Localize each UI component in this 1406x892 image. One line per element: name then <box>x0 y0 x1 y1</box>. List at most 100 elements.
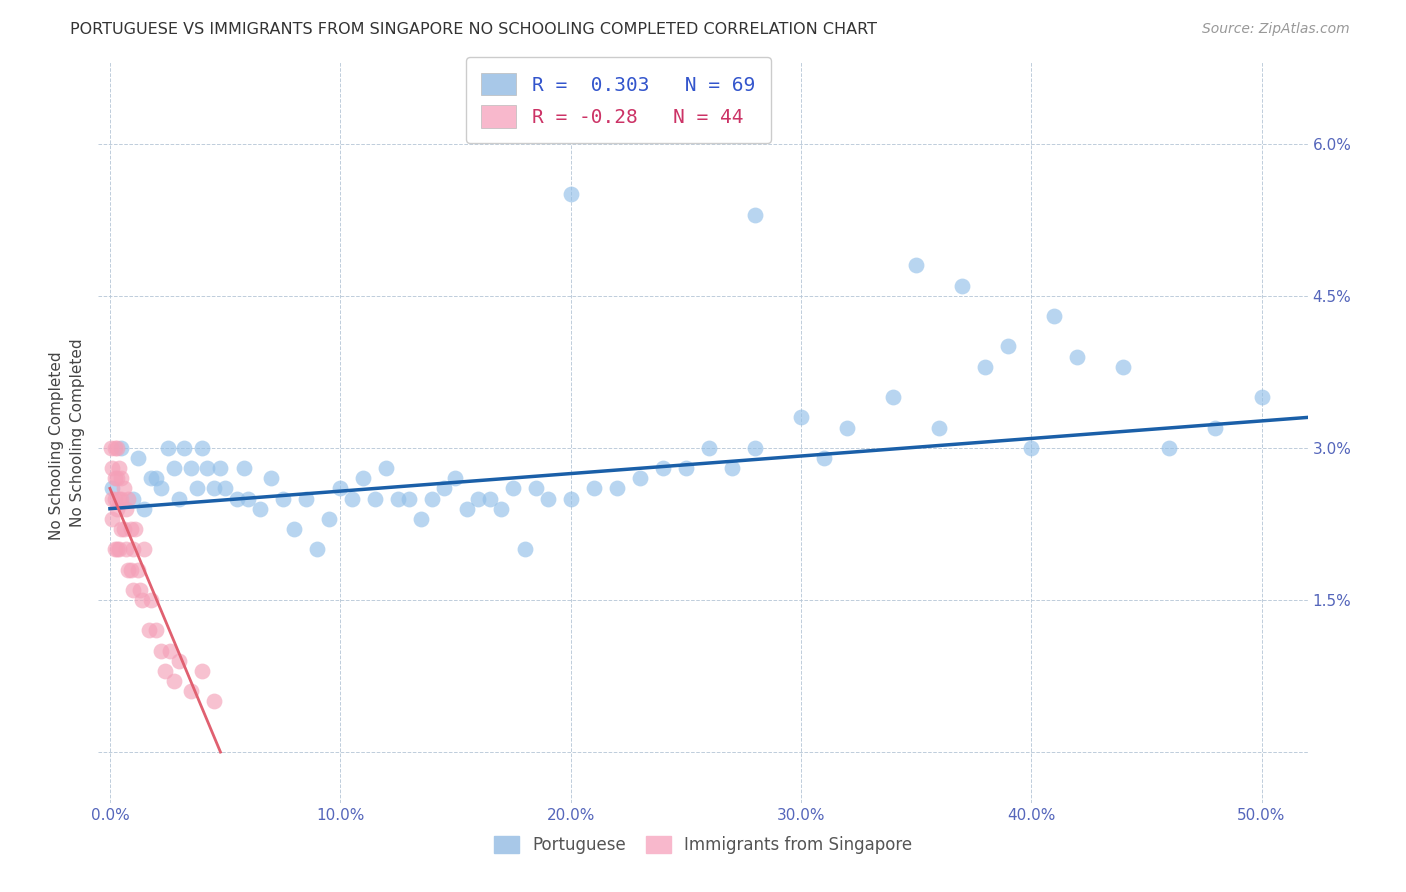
Y-axis label: No Schooling Completed: No Schooling Completed <box>69 338 84 527</box>
Point <box>387 491 409 506</box>
Point <box>249 501 271 516</box>
Point <box>409 512 432 526</box>
Point <box>209 461 232 475</box>
Point <box>744 441 766 455</box>
Point <box>307 542 329 557</box>
Point <box>582 482 605 496</box>
Point <box>149 482 172 496</box>
Point <box>1159 441 1181 455</box>
Point <box>720 461 742 475</box>
Text: Source: ZipAtlas.com: Source: ZipAtlas.com <box>1202 22 1350 37</box>
Point <box>115 542 138 557</box>
Point <box>974 359 997 374</box>
Point <box>110 522 132 536</box>
Point <box>997 339 1019 353</box>
Point <box>141 471 163 485</box>
Point <box>149 643 172 657</box>
Point <box>110 441 132 455</box>
Point <box>101 482 124 496</box>
Point <box>101 512 124 526</box>
Point <box>790 410 813 425</box>
Point <box>134 542 156 557</box>
Point <box>112 522 135 536</box>
Point <box>1112 359 1135 374</box>
Point <box>112 482 135 496</box>
Point <box>905 258 928 272</box>
Point <box>340 491 363 506</box>
Point <box>1250 390 1272 404</box>
Point <box>173 441 195 455</box>
Point <box>835 420 858 434</box>
Point <box>318 512 340 526</box>
Point <box>651 461 673 475</box>
Point <box>294 491 316 506</box>
Point <box>606 482 628 496</box>
Point <box>236 491 259 506</box>
Point <box>1204 420 1226 434</box>
Point <box>697 441 720 455</box>
Point <box>232 461 254 475</box>
Point <box>467 491 489 506</box>
Point <box>103 491 125 506</box>
Point <box>117 491 139 506</box>
Point <box>127 450 149 465</box>
Point <box>422 491 444 506</box>
Point <box>117 562 139 576</box>
Point <box>560 491 582 506</box>
Point <box>180 461 202 475</box>
Point <box>928 420 950 434</box>
Point <box>163 461 186 475</box>
Point <box>744 208 766 222</box>
Point <box>202 694 225 708</box>
Point <box>108 542 131 557</box>
Point <box>180 684 202 698</box>
Point <box>110 491 132 506</box>
Point <box>103 441 125 455</box>
Point <box>214 482 236 496</box>
Point <box>101 461 124 475</box>
Point <box>675 461 697 475</box>
Legend: Portuguese, Immigrants from Singapore: Portuguese, Immigrants from Singapore <box>486 830 920 861</box>
Point <box>195 461 218 475</box>
Point <box>155 664 177 678</box>
Point <box>115 501 138 516</box>
Point <box>186 482 208 496</box>
Point <box>105 471 128 485</box>
Point <box>105 501 128 516</box>
Point <box>628 471 651 485</box>
Point <box>950 278 973 293</box>
Point <box>524 482 547 496</box>
Point <box>122 542 145 557</box>
Point <box>120 562 142 576</box>
Point <box>156 441 179 455</box>
Point <box>260 471 283 485</box>
Point <box>101 491 124 506</box>
Point <box>103 471 125 485</box>
Point <box>145 624 167 638</box>
Point <box>100 441 122 455</box>
Point <box>375 461 398 475</box>
Point <box>167 491 190 506</box>
Point <box>271 491 294 506</box>
Point <box>560 187 582 202</box>
Point <box>882 390 904 404</box>
Point <box>122 582 145 597</box>
Point <box>122 491 145 506</box>
Point <box>1043 309 1066 323</box>
Point <box>110 471 132 485</box>
Point <box>163 674 186 689</box>
Point <box>131 593 153 607</box>
Point <box>191 664 214 678</box>
Text: PORTUGUESE VS IMMIGRANTS FROM SINGAPORE NO SCHOOLING COMPLETED CORRELATION CHART: PORTUGUESE VS IMMIGRANTS FROM SINGAPORE … <box>70 22 877 37</box>
Point <box>108 461 131 475</box>
Point <box>1066 350 1088 364</box>
Point <box>191 441 214 455</box>
Point <box>159 643 181 657</box>
Point <box>813 450 835 465</box>
Point <box>478 491 501 506</box>
Point <box>105 441 128 455</box>
Point <box>444 471 467 485</box>
Point <box>513 542 536 557</box>
Point <box>138 624 160 638</box>
Point <box>225 491 247 506</box>
